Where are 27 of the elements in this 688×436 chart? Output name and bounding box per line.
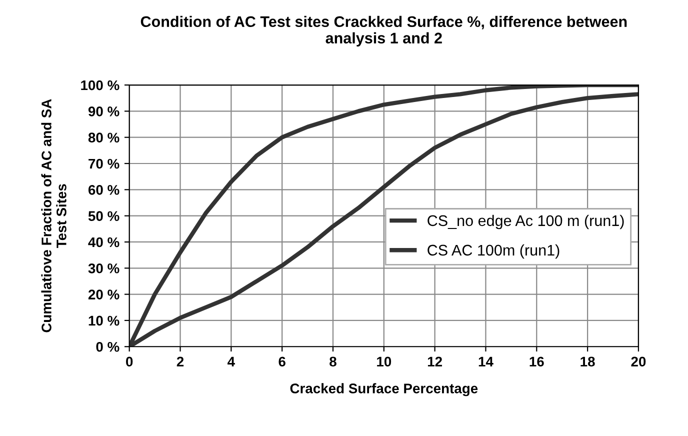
x-tick-label: 0 [126, 356, 133, 367]
chart-title: Condition of AC Test sites Crackked Surface %, difference between analysis 1 and 2 [140, 16, 627, 47]
x-axis-title: Cracked Surface Percentage [290, 383, 478, 396]
x-tick-label: 4 [228, 356, 235, 366]
legend-label: CS AC 100m (run1) [428, 244, 560, 259]
x-tick-label: 10 [377, 356, 392, 367]
legend-label: CS_no edge Ac 100 m (run1) [428, 214, 624, 230]
x-tick-label: 20 [631, 356, 646, 367]
x-tick-label: 8 [330, 356, 336, 367]
y-tick-label: 50 % [88, 211, 120, 221]
y-tick-label: 0 % [96, 342, 120, 352]
y-tick-label: 60 % [88, 184, 120, 195]
y-tick-label: 40 % [88, 237, 120, 248]
x-tick-label: 14 [478, 356, 494, 366]
y-tick-label: 100 % [81, 80, 120, 90]
y-tick-label: 10 % [88, 316, 120, 326]
x-tick-label: 2 [176, 356, 184, 366]
x-tick-label: 6 [278, 356, 286, 367]
y-tick-label: 70 % [88, 158, 120, 169]
y-tick-label: 80 % [88, 132, 120, 143]
y-tick-label: 30 % [88, 263, 120, 274]
x-tick-label: 16 [530, 356, 544, 367]
y-tick-label: 20 % [88, 290, 120, 300]
x-tick-label: 12 [428, 356, 442, 366]
y-tick-label: 90 % [88, 106, 120, 116]
x-tick-label: 18 [580, 356, 595, 367]
y-axis-title: Cumulatiove Fraction of AC and SA Test Sites [41, 99, 66, 332]
